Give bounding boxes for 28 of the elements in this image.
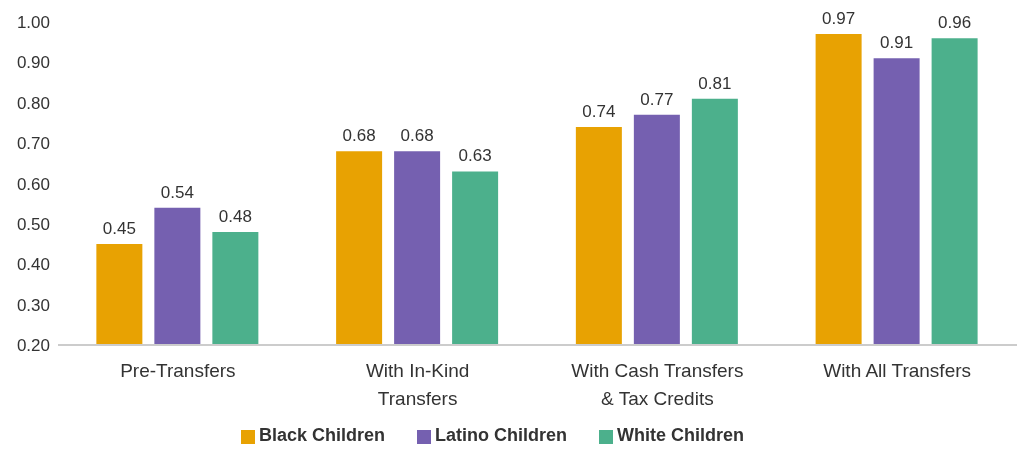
data-label: 0.91 — [880, 33, 914, 53]
data-label: 0.54 — [160, 182, 194, 202]
data-label: 0.68 — [400, 126, 434, 146]
x-tick-label: With In-Kind Transfers — [365, 360, 470, 409]
data-label: 0.68 — [342, 126, 376, 146]
data-label: 0.45 — [102, 219, 136, 239]
data-label: 0.77 — [640, 89, 674, 109]
y-tick-label: 0.80 — [16, 93, 50, 113]
legend-label: White Children — [617, 425, 745, 445]
y-tick-label: 1.00 — [16, 13, 50, 33]
data-label: 0.48 — [218, 206, 252, 226]
x-tick-label: With Cash Transfers & Tax Credits — [571, 360, 744, 409]
legend-label: Latino Children — [435, 425, 568, 445]
y-tick-label: 0.30 — [16, 295, 50, 315]
data-label: 0.63 — [458, 146, 492, 166]
legend-label: Black Children — [258, 425, 386, 445]
x-tick-label: Pre-Transfers — [120, 360, 236, 381]
data-label: 0.96 — [938, 13, 972, 33]
y-tick-label: 0.70 — [16, 134, 50, 154]
y-tick-label: 0.20 — [16, 336, 50, 356]
y-tick-label: 0.90 — [16, 53, 50, 73]
x-tick-label: With All Transfers — [823, 360, 972, 381]
y-tick-label: 0.40 — [16, 255, 50, 275]
data-label: 0.74 — [582, 101, 616, 121]
data-label: 0.97 — [822, 9, 856, 29]
y-tick-label: 0.60 — [16, 174, 50, 194]
y-tick-label: 0.50 — [16, 214, 50, 234]
data-label: 0.81 — [698, 73, 732, 93]
